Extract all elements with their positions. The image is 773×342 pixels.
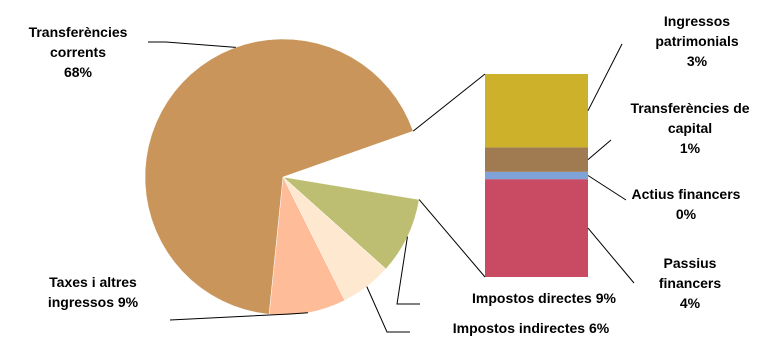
pie-slices [144, 38, 420, 316]
leader-line-passius-financers [587, 227, 635, 284]
pie-slice-transferencies-corrents [144, 38, 414, 315]
leader-line-taxes-i-altres-ingressos [169, 312, 308, 321]
bar-stack [485, 74, 588, 277]
pie-bar-connectors [412, 73, 486, 278]
data-label-impostos-indirectes: Impostos indirectes 6% [453, 320, 610, 336]
bar-segment-transferencies-de-capital [485, 147, 588, 172]
data-label-passius-financers: Passius financers 4% [659, 255, 721, 311]
connector-top [412, 73, 486, 132]
data-label-actius-financers: Actius financers 0% [632, 186, 741, 222]
leader-lines [148, 41, 635, 333]
leader-line-transferencies-de-capital [587, 139, 612, 160]
data-label-transferencies-de-capital: Transferències de capital 1% [630, 100, 749, 156]
leader-line-impostos-indirectes [366, 286, 410, 333]
leader-line-actius-financers [587, 175, 627, 201]
connector-bottom [418, 199, 486, 278]
bar-segment-actius-financers [485, 171, 588, 180]
leader-line-ingressos-patrimonials [587, 43, 623, 111]
data-label-taxes-i-altres-ingressos: Taxes i altres ingressos 9% [48, 274, 139, 310]
data-label-transferencies-corrents: Transferències corrents 68% [29, 24, 128, 80]
data-labels: Transferències corrents 68% Impostos direct… [29, 13, 750, 336]
bar-segment-passius-financers [485, 179, 588, 277]
data-label-impostos-directes: Impostos directes 9% [472, 290, 616, 306]
bar-segment-ingressos-patrimonials [485, 74, 588, 148]
leader-line-impostos-directes [396, 236, 420, 305]
data-label-ingressos-patrimonials: Ingressos patrimonials 3% [655, 13, 738, 69]
leader-line-transferencies-corrents [148, 41, 236, 48]
